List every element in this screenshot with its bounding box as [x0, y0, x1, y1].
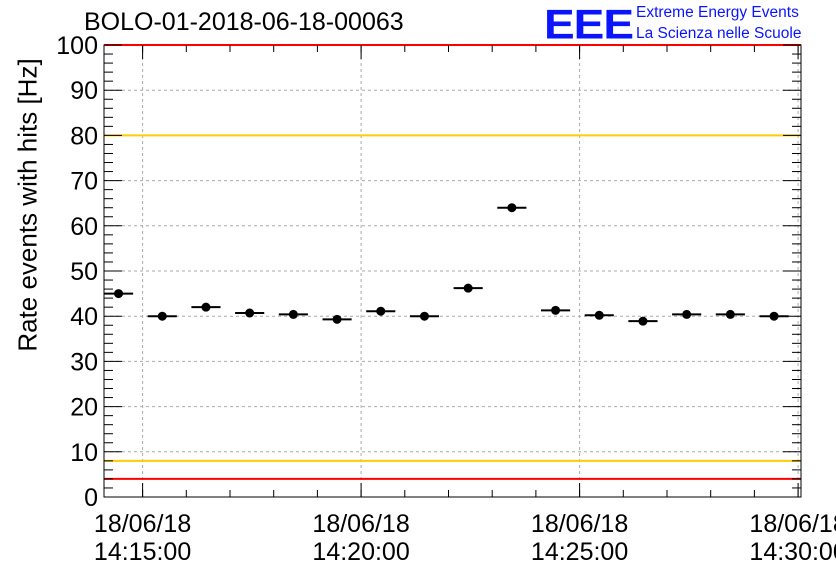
y-tick-label: 100	[56, 32, 98, 60]
eee-logo: EEE	[544, 0, 634, 48]
y-tick-label: 50	[70, 258, 98, 286]
x-tick-date-label: 18/06/18	[312, 510, 409, 538]
y-tick-label: 20	[70, 394, 98, 422]
data-point	[201, 302, 211, 312]
x-tick-time-label: 14:30:00	[749, 538, 836, 566]
axis-ticks	[104, 44, 801, 498]
data-points	[104, 203, 789, 326]
y-tick-label: 10	[70, 439, 98, 467]
data-point	[245, 308, 255, 318]
grid-lines	[104, 45, 801, 497]
x-tick-time-label: 14:20:00	[312, 538, 409, 566]
x-tick-time-label: 14:15:00	[94, 538, 191, 566]
x-tick-date-label: 18/06/18	[531, 510, 628, 538]
y-tick-label: 30	[70, 348, 98, 376]
data-point	[638, 316, 648, 326]
x-tick-date-label: 18/06/18	[94, 510, 191, 538]
chart-title: BOLO-01-2018-06-18-00063	[84, 8, 404, 36]
y-tick-label: 80	[70, 122, 98, 150]
y-tick-label: 0	[84, 484, 98, 512]
y-tick-label: 40	[70, 303, 98, 331]
data-point	[769, 311, 779, 321]
data-point	[507, 203, 517, 213]
tick-labels: 010203040506070809010018/06/1814:15:0018…	[56, 32, 836, 566]
y-tick-label: 70	[70, 168, 98, 196]
x-tick-time-label: 14:25:00	[531, 538, 628, 566]
data-point	[725, 309, 735, 319]
logo-subtitle-line2: La Scienza nelle Scuole	[636, 25, 802, 42]
data-point	[463, 283, 473, 293]
y-tick-label: 90	[70, 77, 98, 105]
data-point	[594, 310, 604, 320]
data-point	[682, 309, 692, 319]
data-point	[332, 314, 342, 324]
data-point	[288, 309, 298, 319]
data-point	[114, 289, 124, 299]
x-tick-date-label: 18/06/18	[749, 510, 836, 538]
reference-lines	[104, 44, 801, 480]
data-point	[419, 311, 429, 321]
data-point	[157, 311, 167, 321]
y-tick-label: 60	[70, 213, 98, 241]
data-point	[551, 305, 561, 315]
data-point	[376, 306, 386, 316]
logo-subtitle-line1: Extreme Energy Events	[636, 4, 799, 21]
